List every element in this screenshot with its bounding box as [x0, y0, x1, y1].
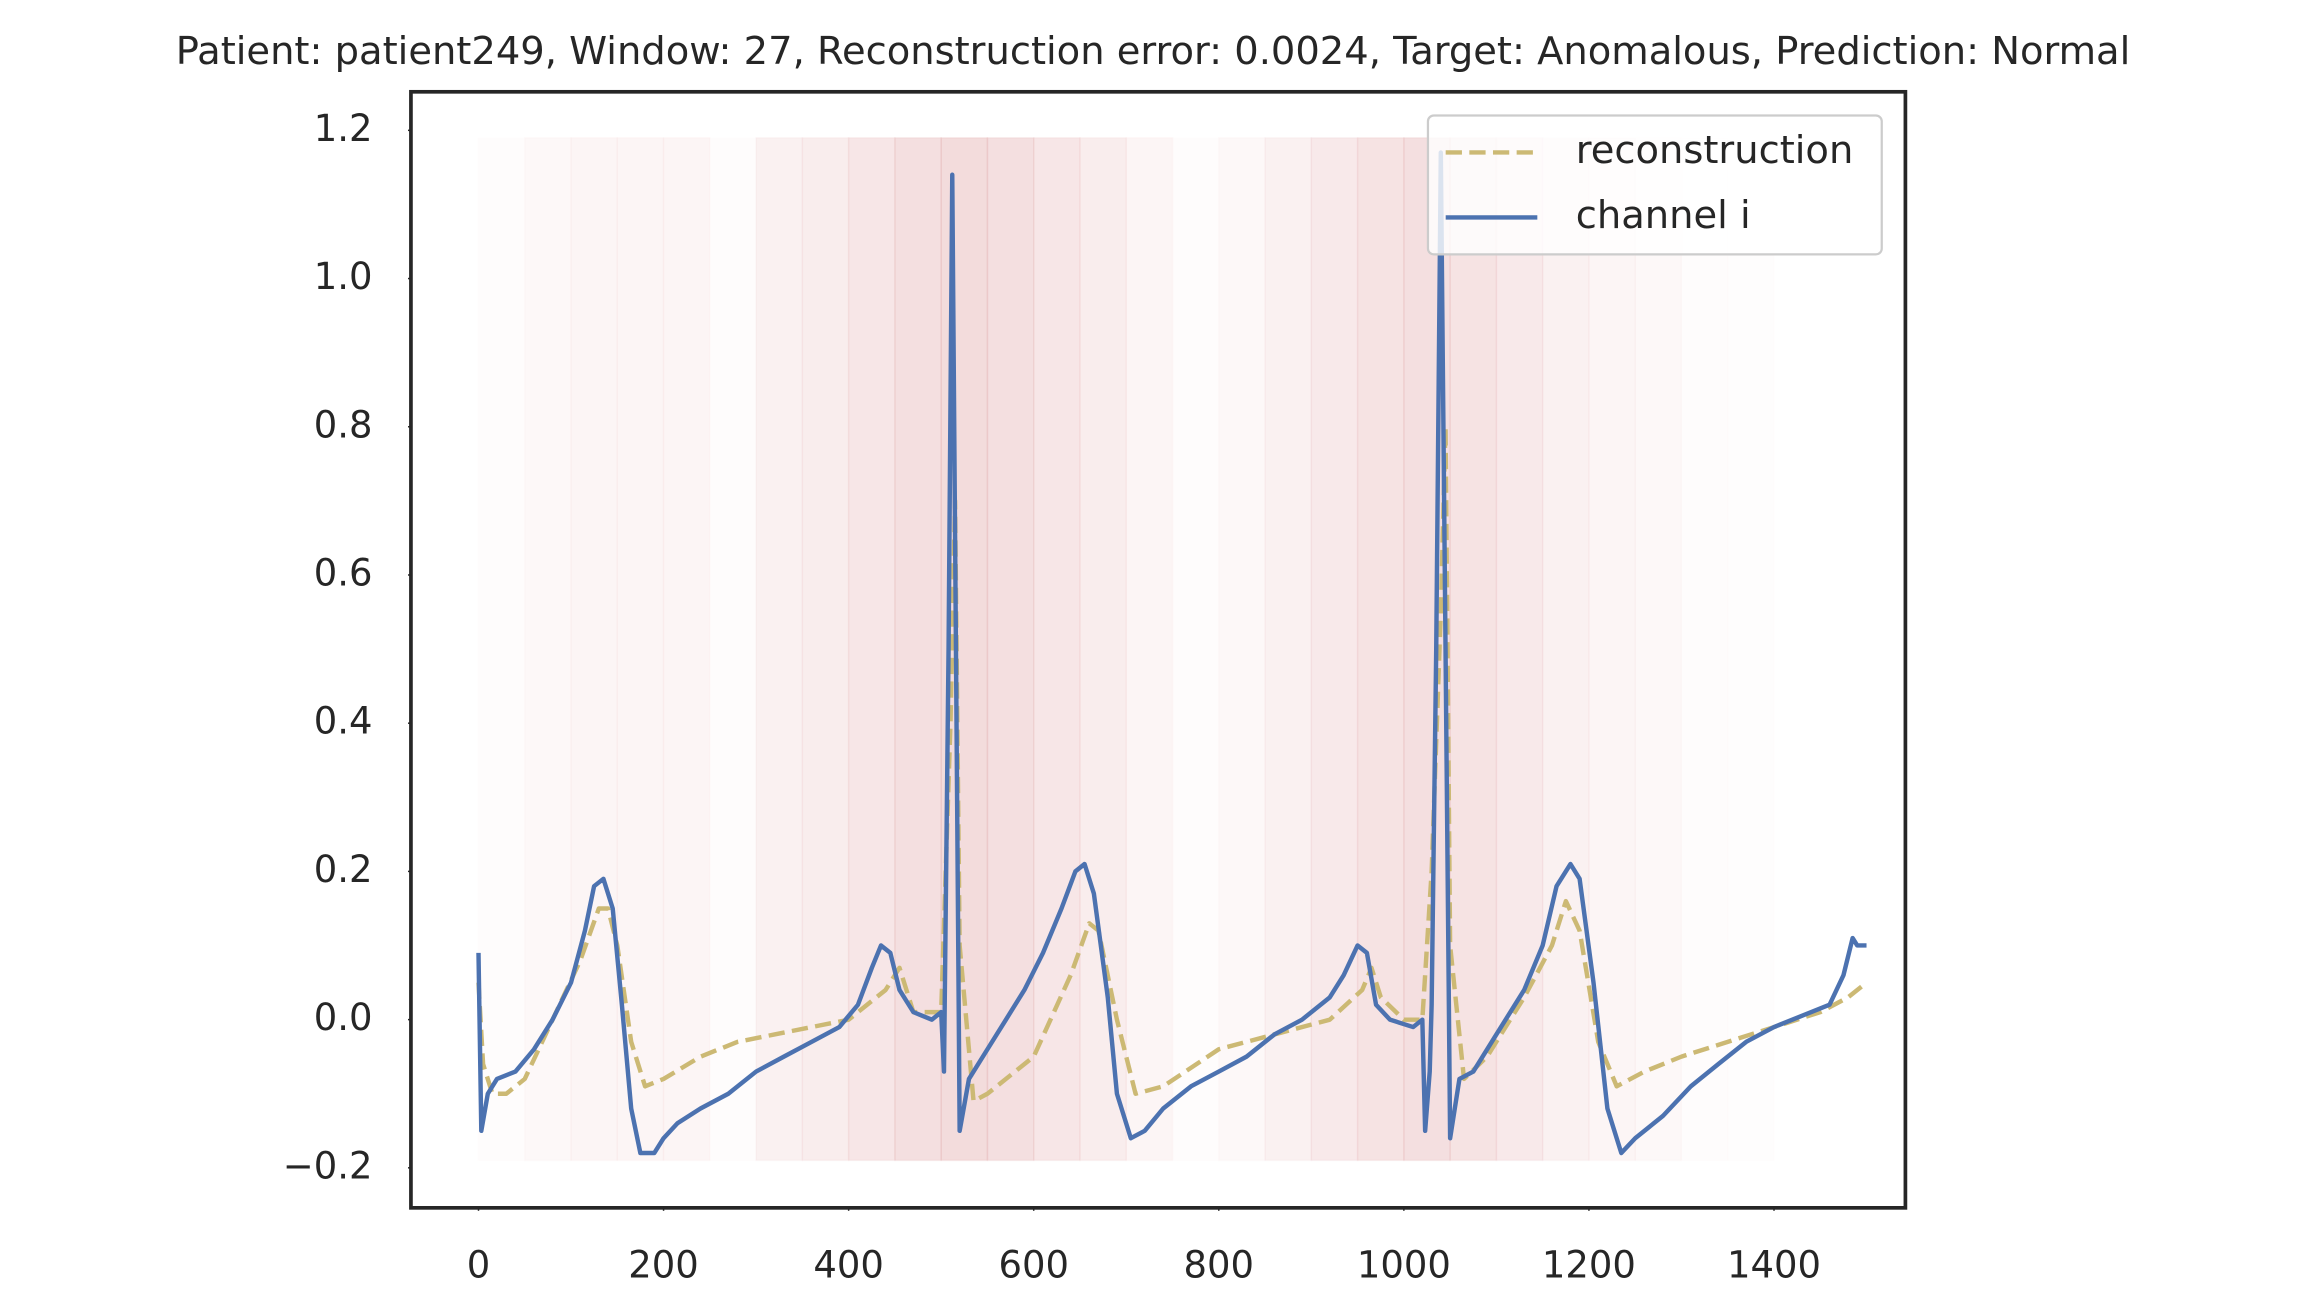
anomaly-band	[1449, 137, 1498, 1162]
x-tick-label: 200	[628, 1243, 699, 1286]
anomaly-band	[1542, 137, 1589, 1161]
y-tick-label: 1.2	[314, 107, 373, 150]
anomaly-band	[1079, 137, 1127, 1161]
axes-frame	[409, 89, 1908, 1210]
x-tick-label: 0	[467, 1243, 491, 1286]
anomaly-band	[756, 137, 803, 1161]
anomaly-band	[894, 137, 942, 1162]
anomaly-band	[986, 137, 1035, 1162]
y-tick-label: 0.4	[314, 700, 373, 743]
legend-label: channel i	[1576, 193, 1751, 238]
anomaly-band	[571, 137, 618, 1161]
anomaly-band	[1681, 138, 1727, 1161]
anomaly-band	[1218, 137, 1266, 1161]
anomaly-band	[524, 137, 572, 1161]
x-tick-label: 800	[1184, 1243, 1255, 1286]
anomaly-band	[1032, 137, 1081, 1162]
y-tick-label: 0.6	[314, 551, 373, 594]
legend: reconstruction channel i	[1426, 114, 1883, 256]
y-tick-label: 1.0	[314, 255, 373, 298]
y-tick-label: −0.2	[283, 1144, 373, 1187]
y-tick-label: 0.0	[314, 996, 373, 1039]
anomaly-band	[1173, 138, 1219, 1161]
anomaly-band	[1356, 137, 1405, 1162]
anomaly-band	[710, 138, 756, 1161]
anomaly-band	[1635, 137, 1682, 1161]
anomaly-band	[663, 137, 710, 1161]
y-tick-label: 0.2	[314, 848, 373, 891]
anomaly-band	[1126, 137, 1173, 1161]
x-tick-label: 1400	[1727, 1243, 1821, 1286]
y-tick-label: 0.8	[314, 403, 373, 446]
anomaly-band	[1728, 138, 1774, 1161]
x-tick-label: 400	[813, 1243, 884, 1286]
legend-label: reconstruction	[1576, 128, 1854, 173]
anomaly-band	[1588, 137, 1636, 1161]
series-line	[476, 424, 1868, 1104]
anomaly-band	[1265, 137, 1312, 1161]
chart-title: Patient: patient249, Window: 27, Reconst…	[176, 29, 2131, 74]
anomaly-band	[802, 137, 849, 1161]
x-tick-label: 1200	[1542, 1243, 1636, 1286]
series-line	[476, 150, 1867, 1156]
x-tick-label: 600	[998, 1243, 1069, 1286]
anomaly-band	[1495, 137, 1544, 1162]
legend-box	[1426, 114, 1883, 256]
x-tick-label: 1000	[1357, 1243, 1451, 1286]
anomaly-band	[478, 138, 524, 1161]
